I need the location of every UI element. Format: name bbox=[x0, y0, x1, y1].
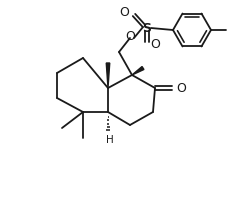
Text: S: S bbox=[143, 21, 152, 35]
Polygon shape bbox=[106, 63, 110, 88]
Polygon shape bbox=[132, 67, 144, 75]
Text: O: O bbox=[119, 6, 129, 20]
Text: H: H bbox=[106, 135, 114, 145]
Text: O: O bbox=[150, 37, 160, 51]
Text: O: O bbox=[125, 31, 135, 43]
Text: O: O bbox=[176, 82, 186, 94]
